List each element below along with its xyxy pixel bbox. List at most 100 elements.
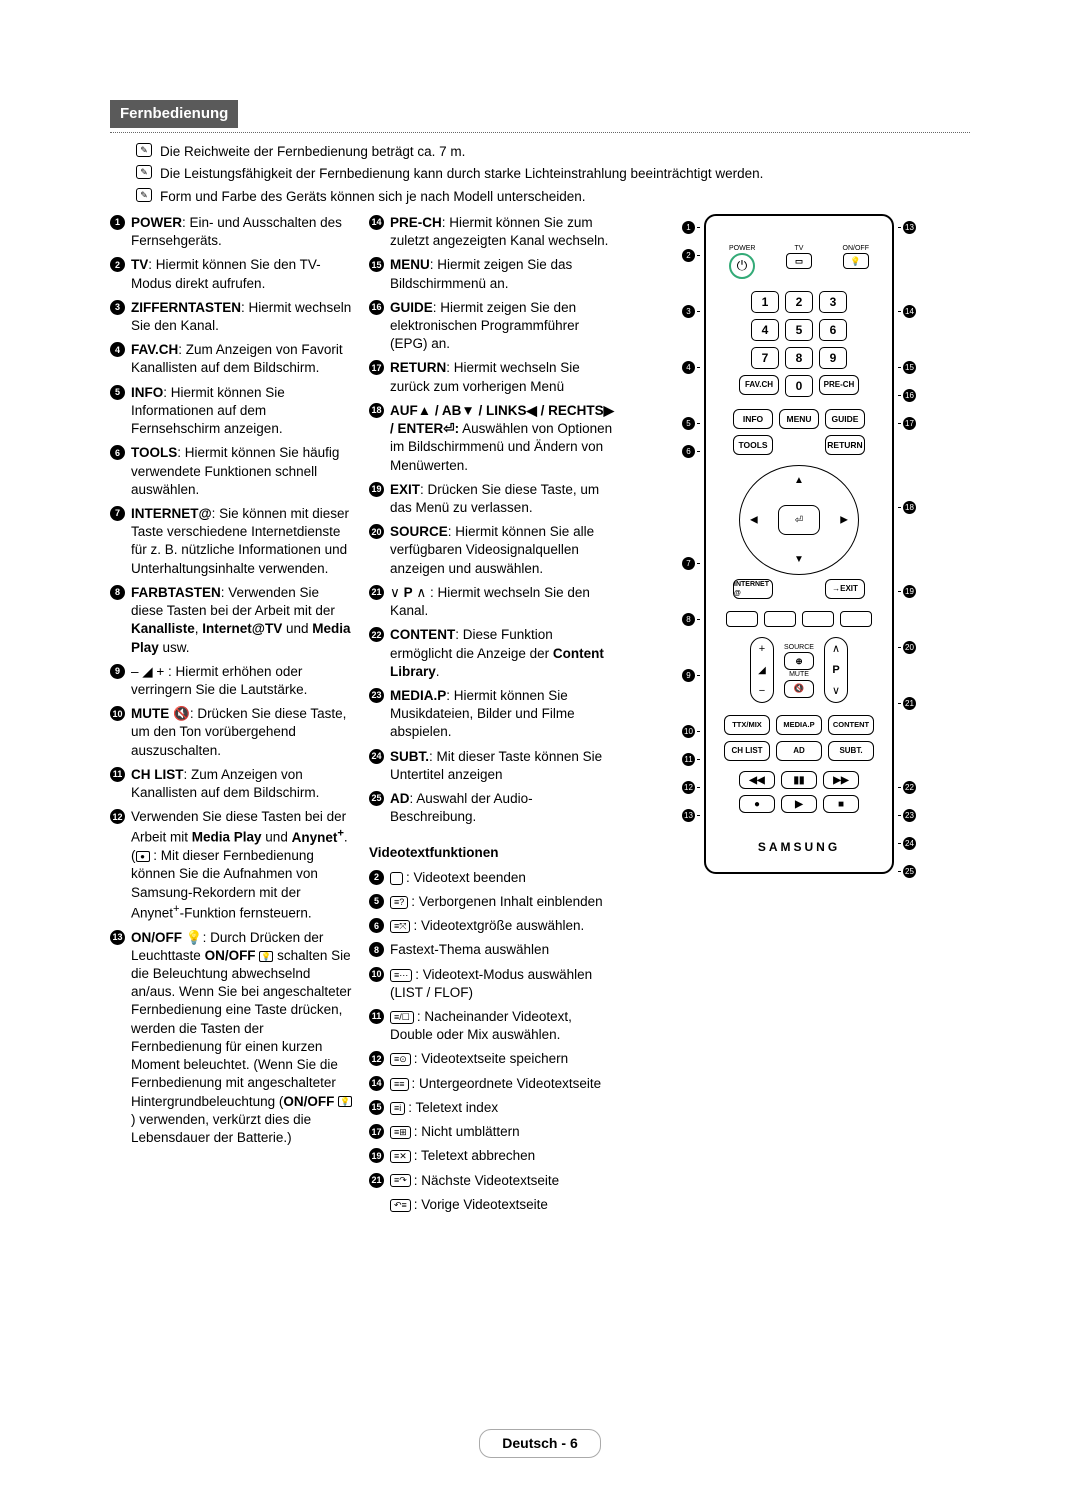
item-text: MUTE 🔇: Drücken Sie diese Taste, um den … [131, 705, 355, 760]
list-item: 9 – ◢ + : Hiermit erhöhen oder verringern… [110, 663, 355, 699]
record-button[interactable]: ● [739, 795, 775, 813]
favch-button[interactable]: FAV.CH [739, 375, 779, 395]
red-button[interactable] [726, 611, 758, 627]
item-number-badge: 11 [110, 767, 125, 782]
num-6[interactable]: 6 [819, 319, 847, 341]
stop-button[interactable]: ■ [823, 795, 859, 813]
channel-rocker[interactable]: ∧P∨ [824, 637, 848, 703]
num-3[interactable]: 3 [819, 291, 847, 313]
list-item: 11 CH LIST: Zum Anzeigen von Kanallisten … [110, 766, 355, 802]
item-number-badge: 2 [110, 257, 125, 272]
item-number-badge: 22 [369, 627, 384, 642]
item-text: SUBT.: Mit dieser Taste können Sie Unter… [390, 748, 614, 784]
item-text: FARBTASTEN: Verwenden Sie diese Tasten b… [131, 584, 355, 657]
volume-rocker[interactable]: +◢− [750, 637, 774, 703]
return-button[interactable]: RETURN [825, 435, 865, 455]
subt-button[interactable]: SUBT. [828, 741, 874, 761]
item-number-badge: 9 [110, 664, 125, 679]
num-4[interactable]: 4 [751, 319, 779, 341]
list-item: 25AD: Auswahl der Audio-Beschreibung. [369, 790, 614, 826]
ttxmix-button[interactable]: TTX/MIX [724, 715, 770, 735]
dpad-right-icon[interactable]: ▶ [840, 514, 848, 528]
item-text: – ◢ + : Hiermit erhöhen oder verringern … [131, 663, 355, 699]
forward-button[interactable]: ▶▶ [823, 771, 859, 789]
tools-button[interactable]: TOOLS [733, 435, 773, 455]
callout: 20 [898, 634, 916, 662]
callout [898, 326, 916, 354]
onoff-button[interactable]: 💡 [843, 253, 869, 269]
pause-button[interactable]: ▮▮ [781, 771, 817, 789]
source-button[interactable]: ⊕ [784, 652, 814, 670]
item-number-badge: 21 [369, 585, 384, 600]
note-icon: ✎ [136, 165, 152, 179]
item-number-badge: 12 [369, 1051, 384, 1066]
list-item: 18AUF▲ / AB▼ / LINKS◀ / RECHTS▶ / ENTER⏎… [369, 402, 614, 475]
yellow-button[interactable] [802, 611, 834, 627]
dpad-up-icon[interactable]: ▲ [794, 474, 804, 488]
item-number-badge: 19 [369, 1148, 384, 1163]
teletext-text: ≡?: Verborgenen Inhalt einblenden [390, 893, 614, 911]
item-number-badge: 11 [369, 1009, 384, 1024]
dpad-down-icon[interactable]: ▼ [794, 553, 804, 567]
rewind-button[interactable]: ◀◀ [739, 771, 775, 789]
prech-button[interactable]: PRE-CH [819, 375, 859, 395]
teletext-text: ≡≡: Untergeordnete Videotextseite [390, 1075, 614, 1093]
mute-label: MUTE [784, 670, 814, 679]
play-button[interactable]: ▶ [781, 795, 817, 813]
list-item: 7INTERNET@: Sie können mit dieser Taste … [110, 505, 355, 578]
info-button[interactable]: INFO [733, 409, 773, 429]
list-item: 17RETURN: Hiermit wechseln Sie zurück zu… [369, 359, 614, 395]
num-5[interactable]: 5 [785, 319, 813, 341]
ad-button[interactable]: AD [776, 741, 822, 761]
callout [682, 326, 700, 354]
callout [682, 578, 700, 606]
mediap-button[interactable]: MEDIA.P [776, 715, 822, 735]
list-item: 24SUBT.: Mit dieser Taste können Sie Unt… [369, 748, 614, 784]
enter-button[interactable]: ⏎ [778, 505, 820, 535]
num-2[interactable]: 2 [785, 291, 813, 313]
callout: 21 [898, 690, 916, 718]
num-0[interactable]: 0 [785, 375, 813, 397]
teletext-item: ↶≡: Vorige Videotextseite [369, 1196, 614, 1214]
note-icon: ✎ [136, 188, 152, 202]
callout: 7 [682, 550, 700, 578]
callout [682, 494, 700, 522]
item-text: EXIT: Drücken Sie diese Taste, um das Me… [390, 481, 614, 517]
intro-text: Die Leistungsfähigkeit der Fernbedienung… [160, 165, 763, 183]
mute-button[interactable]: 🔇 [784, 680, 814, 698]
num-7[interactable]: 7 [751, 347, 779, 369]
dpad[interactable]: ▲ ▼ ◀ ▶ ⏎ [739, 465, 859, 575]
callouts-right: 13141516171819202122232425 [898, 214, 916, 886]
tv-button[interactable]: ▭ [786, 253, 812, 269]
num-8[interactable]: 8 [785, 347, 813, 369]
callout [682, 522, 700, 550]
num-9[interactable]: 9 [819, 347, 847, 369]
tv-label: TV [786, 244, 812, 253]
onoff-label: ON/OFF [843, 244, 869, 253]
teletext-item: 15≡i: Teletext index [369, 1099, 614, 1117]
num-1[interactable]: 1 [751, 291, 779, 313]
color-buttons [720, 611, 878, 627]
item-number-badge: 6 [369, 918, 384, 933]
chlist-button[interactable]: CH LIST [724, 741, 770, 761]
power-button[interactable]: ⏻ [729, 253, 755, 279]
green-button[interactable] [764, 611, 796, 627]
number-pad: 123 456 789 [751, 291, 847, 375]
item-text: CH LIST: Zum Anzeigen von Kanallisten au… [131, 766, 355, 802]
list-item: 21∨ P ∧ : Hiermit wechseln Sie den Kanal… [369, 584, 614, 620]
guide-button[interactable]: GUIDE [825, 409, 865, 429]
internet-button[interactable]: INTERNET @ [733, 579, 773, 599]
list-item: 12Verwenden Sie diese Tasten bei der Arb… [110, 808, 355, 922]
item-number-badge: 6 [110, 445, 125, 460]
content-button[interactable]: CONTENT [828, 715, 874, 735]
blue-button[interactable] [840, 611, 872, 627]
item-number-badge: 15 [369, 257, 384, 272]
exit-button[interactable]: →EXIT [825, 579, 865, 599]
menu-button[interactable]: MENU [779, 409, 819, 429]
item-number-badge: 25 [369, 791, 384, 806]
callout [898, 242, 916, 270]
dpad-left-icon[interactable]: ◀ [750, 514, 758, 528]
callout [898, 270, 916, 298]
teletext-text: ≡⤧: Videotextgröße auswählen. [390, 917, 614, 935]
teletext-text: : Videotext beenden [390, 869, 614, 887]
